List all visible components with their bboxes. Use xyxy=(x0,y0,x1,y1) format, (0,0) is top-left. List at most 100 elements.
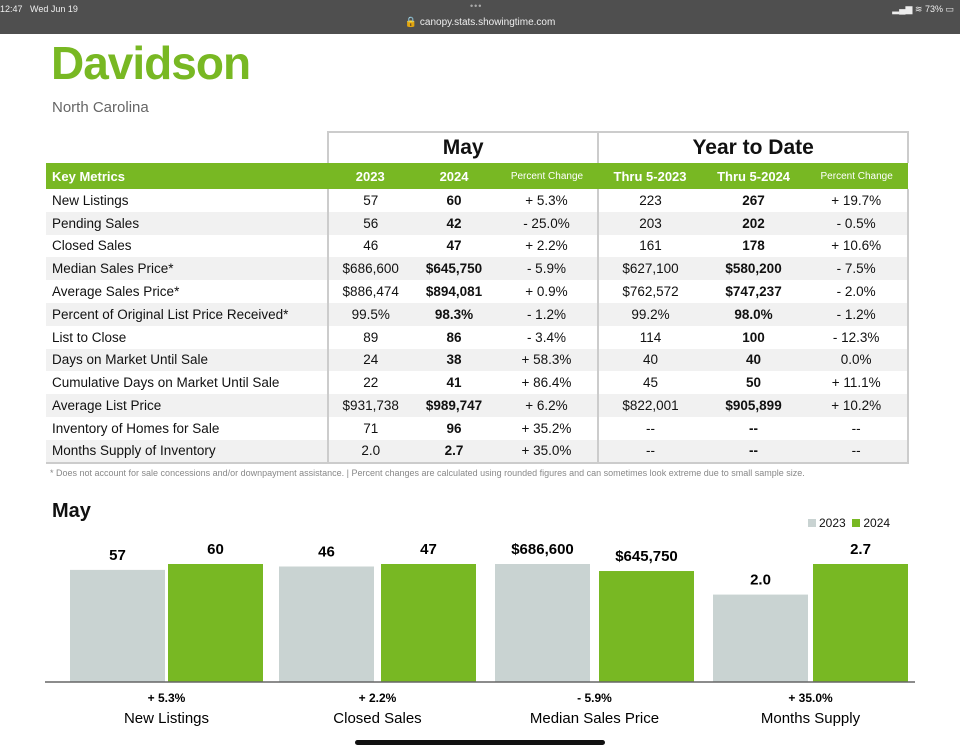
column-header: Thru 5-2023 xyxy=(598,163,702,189)
group-ytd: Year to Date xyxy=(597,131,909,163)
bar-data-label: $686,600 xyxy=(511,541,574,558)
bar xyxy=(279,566,374,682)
metric-value: 99.5% xyxy=(326,302,413,326)
metric-value: + 10.2% xyxy=(805,394,909,417)
metric-value: 96 xyxy=(446,420,462,436)
table-row: Inventory of Homes for Sale 71 96 + 35.2% --… xyxy=(46,416,909,440)
table-row: Days on Market Until Sale 24 38 + 58.3% 40 40… xyxy=(46,348,909,372)
metric-value: + 5.3% xyxy=(525,192,568,208)
page-title: Davidson xyxy=(51,37,251,89)
table-row: Average Sales Price* $886,474 $894,081 + 0.… xyxy=(46,280,909,303)
metric-label: Days on Market Until Sale xyxy=(52,352,209,368)
table-row: List to Close 89 86 - 3.4% 114 100 - 12.3% xyxy=(46,325,909,349)
metric-value: $905,899 xyxy=(725,398,782,414)
table-row: Cumulative Days on Market Until Sale 22 41… xyxy=(46,371,909,395)
bar-data-label: 60 xyxy=(207,541,224,558)
metric-value: -- xyxy=(805,439,909,464)
percent-change-label: + 5.3% xyxy=(148,691,186,705)
table-row: Median Sales Price* $686,600 $645,750 - 5.9… xyxy=(46,257,909,281)
table-row: Pending Sales 56 42 - 25.0% 203 202 - 0.5% xyxy=(46,211,909,235)
metric-value: $886,474 xyxy=(326,280,413,303)
page-subtitle: North Carolina xyxy=(52,99,149,116)
metric-label: Median Sales Price* xyxy=(52,261,174,277)
category-label: Closed Sales xyxy=(333,710,421,727)
bar-data-label: $645,750 xyxy=(615,548,678,565)
column-header: 2023 xyxy=(328,163,413,189)
metric-value: $894,081 xyxy=(425,284,483,300)
metric-value: $686,600 xyxy=(326,257,413,281)
category-label: New Listings xyxy=(124,710,209,727)
metric-value: 0.0% xyxy=(805,348,909,372)
metric-value: 57 xyxy=(326,189,413,212)
category-label: Median Sales Price xyxy=(530,710,659,727)
bar-data-label: 57 xyxy=(109,547,126,564)
metric-value: 71 xyxy=(326,416,413,440)
bar xyxy=(713,594,808,682)
home-indicator[interactable] xyxy=(355,740,605,745)
metric-value: 42 xyxy=(446,215,462,231)
metric-label: Average List Price xyxy=(52,398,162,414)
metric-value: 99.2% xyxy=(597,302,702,326)
column-header: Key Metrics xyxy=(46,163,328,189)
column-header: 2024 xyxy=(412,163,496,189)
metric-label: Cumulative Days on Market Until Sale xyxy=(52,375,280,391)
metric-value: $580,200 xyxy=(725,261,782,277)
metric-value: 100 xyxy=(742,329,765,345)
metric-value: 60 xyxy=(446,192,462,208)
may-bar-chart: 57 60 + 5.3% New Listings 46 47 + 2.2% Closed S… xyxy=(45,541,915,727)
metric-value: + 6.2% xyxy=(525,398,568,414)
metric-value: 2.0 xyxy=(326,439,413,464)
metric-value: - 0.5% xyxy=(805,211,909,235)
bar-data-label: 2.7 xyxy=(850,541,871,558)
table-row: Months Supply of Inventory 2.0 2.7 + 35.0% -… xyxy=(46,439,909,464)
percent-change-label: - 5.9% xyxy=(577,691,612,705)
bar-data-label: 2.0 xyxy=(750,572,771,589)
metric-value: -- xyxy=(805,416,909,440)
metric-value: 223 xyxy=(597,189,702,212)
metric-value: 40 xyxy=(597,348,702,372)
metric-value: 86 xyxy=(446,329,462,345)
metric-value: $822,001 xyxy=(597,394,702,417)
metric-value: - 12.3% xyxy=(805,325,909,349)
key-metrics-table: May Year to Date Key Metrics 2023 2024 Perce… xyxy=(46,131,909,464)
url-bar[interactable]: 🔒 canopy.stats.showingtime.com xyxy=(404,17,556,28)
metric-value: 267 xyxy=(742,192,765,208)
metric-value: + 2.2% xyxy=(525,238,568,254)
metric-value: -- xyxy=(597,439,702,464)
metric-value: + 10.6% xyxy=(805,234,909,258)
column-header: Percent Change xyxy=(805,163,908,189)
metric-value: 46 xyxy=(326,234,413,258)
category-label: Months Supply xyxy=(761,710,861,727)
table-row: Closed Sales 46 47 + 2.2% 161 178 + 10.6% xyxy=(46,234,909,258)
metric-value: -- xyxy=(749,420,759,436)
table-row: Average List Price $931,738 $989,747 + 6.2%… xyxy=(46,394,909,417)
metric-value: 41 xyxy=(446,375,462,391)
metric-value: - 7.5% xyxy=(805,257,909,281)
chart-title: May xyxy=(52,500,91,522)
metric-value: + 19.7% xyxy=(805,189,909,212)
footnote: * Does not account for sale concessions … xyxy=(50,468,805,478)
bar xyxy=(495,564,590,682)
metric-label: Months Supply of Inventory xyxy=(46,439,328,464)
metric-value: - 2.0% xyxy=(805,280,909,303)
more-icon[interactable]: ••• xyxy=(470,1,483,11)
metric-value: 40 xyxy=(746,352,762,368)
metric-value: 56 xyxy=(326,211,413,235)
browser-status-bar: 12:47 Wed Jun 19 ••• 🔒 canopy.stats.show… xyxy=(0,0,960,34)
metric-value: 45 xyxy=(597,371,702,395)
metric-value: 202 xyxy=(742,215,765,231)
chart-legend: 2023 2024 xyxy=(808,516,890,530)
metric-label: List to Close xyxy=(52,329,127,345)
table-row: Percent of Original List Price Received*… xyxy=(46,302,909,326)
column-header: Thru 5-2024 xyxy=(701,163,806,189)
percent-change-label: + 2.2% xyxy=(359,691,397,705)
bar xyxy=(381,564,476,682)
metric-label: New Listings xyxy=(52,192,129,208)
metric-value: 114 xyxy=(597,325,702,349)
metric-value: 203 xyxy=(597,211,702,235)
bar xyxy=(168,564,263,682)
bar-data-label: 46 xyxy=(318,544,335,561)
metric-value: -- xyxy=(597,416,702,440)
metric-label: Percent of Original List Price Received* xyxy=(52,306,289,322)
metric-value: 98.3% xyxy=(434,306,474,322)
